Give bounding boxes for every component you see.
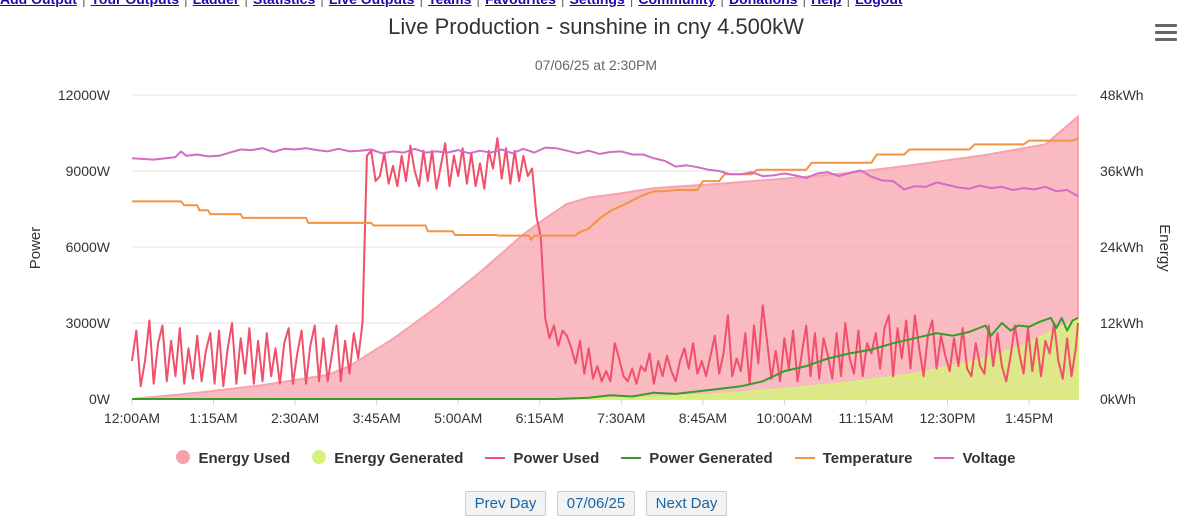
nav-link-statistics[interactable]: Statistics: [253, 0, 315, 7]
nav-link-community[interactable]: Community: [638, 0, 715, 7]
y-right-tick-label: 36kWh: [1100, 163, 1144, 179]
legend-item-energy-generated[interactable]: Energy Generated: [312, 450, 463, 467]
nav-separator: |: [802, 0, 806, 7]
nav-separator: |: [82, 0, 86, 7]
nav-link-add-output[interactable]: Add Output: [0, 0, 77, 7]
legend-label: Power Generated: [649, 450, 773, 467]
x-tick-label: 7:30AM: [597, 410, 645, 426]
series-line-power-used: [131, 137, 1079, 388]
legend-swatch: [176, 450, 191, 464]
x-tick-label: 5:00AM: [434, 410, 482, 426]
series-line-power-generated: [132, 316, 1079, 400]
chart-plot: 0W 3000W 6000W 9000W 12000W 0kWh 12kWh 24kWh 36k…: [27, 87, 1173, 426]
legend-item-power-generated[interactable]: Power Generated: [621, 450, 773, 467]
x-tick-label: 6:15AM: [516, 410, 564, 426]
nav-link-live-outputs[interactable]: Live Outputs: [329, 0, 415, 7]
y-left-tick-label: 9000W: [66, 163, 111, 179]
y-axis-right-title: Energy: [1156, 224, 1173, 272]
series-line-temperature: [132, 137, 1079, 241]
x-tick-label: 10:00AM: [756, 410, 812, 426]
hamburger-icon[interactable]: [1155, 24, 1177, 42]
series-area-energy-generated: [132, 317, 1079, 400]
date-button[interactable]: 07/06/25: [556, 491, 636, 516]
nav-link-donations[interactable]: Donations: [729, 0, 797, 7]
x-tick-label: 1:15AM: [189, 410, 237, 426]
y-right-tick-label: 48kWh: [1100, 87, 1144, 103]
y-left-tick-label: 3000W: [66, 315, 111, 331]
y-axis-left-title: Power: [27, 227, 44, 270]
next-day-button[interactable]: Next Day: [645, 491, 728, 516]
x-tick-label: 12:30PM: [919, 410, 975, 426]
x-tick-label: 3:45AM: [353, 410, 401, 426]
legend-swatch: [485, 457, 506, 459]
nav-separator: |: [476, 0, 480, 7]
nav-link-help[interactable]: Help: [811, 0, 841, 7]
legend-swatch: [312, 450, 327, 464]
nav-separator: |: [184, 0, 188, 7]
series-line-voltage: [131, 146, 1079, 198]
legend-label: Voltage: [962, 450, 1016, 467]
nav-link-favourites[interactable]: Favourites: [485, 0, 556, 7]
y-right-tick-label: 12kWh: [1100, 315, 1144, 331]
nav-separator: |: [720, 0, 724, 7]
top-nav: Add Output | Your Outputs | Ladder | Statistic…: [0, 0, 903, 7]
nav-separator: |: [320, 0, 324, 7]
legend-item-power-used[interactable]: Power Used: [485, 450, 599, 467]
day-navigation: Prev Day 07/06/25 Next Day: [0, 491, 1192, 516]
legend-label: Energy Generated: [334, 450, 464, 467]
legend-swatch: [621, 457, 642, 459]
x-tick-label: 8:45AM: [679, 410, 727, 426]
nav-separator: |: [846, 0, 850, 7]
y-left-tick-label: 12000W: [58, 87, 111, 103]
legend-item-voltage[interactable]: Voltage: [934, 450, 1016, 467]
nav-link-your-outputs[interactable]: Your Outputs: [91, 0, 179, 7]
chart-legend: Energy Used Energy Generated Power Used Pow…: [0, 450, 1192, 467]
chart-title: Live Production - sunshine in cny 4.500k…: [388, 14, 804, 39]
legend-item-temperature[interactable]: Temperature: [794, 450, 913, 467]
x-tick-label: 11:15AM: [838, 410, 893, 426]
x-tick-label: 1:45PM: [1005, 410, 1053, 426]
y-right-tick-label: 0kWh: [1100, 391, 1136, 407]
nav-link-teams[interactable]: Teams: [428, 0, 471, 7]
nav-separator: |: [630, 0, 634, 7]
x-tick-label: 2:30AM: [271, 410, 319, 426]
nav-separator: |: [244, 0, 248, 7]
prev-day-button[interactable]: Prev Day: [464, 491, 547, 516]
y-left-tick-label: 0W: [89, 391, 111, 407]
legend-swatch: [934, 457, 955, 459]
legend-label: Power Used: [513, 450, 600, 467]
chart-subtitle: 07/06/25 at 2:30PM: [534, 57, 658, 73]
legend-item-energy-used[interactable]: Energy Used: [176, 450, 290, 467]
legend-label: Temperature: [822, 450, 913, 467]
nav-separator: |: [561, 0, 565, 7]
nav-link-ladder[interactable]: Ladder: [193, 0, 240, 7]
y-left-tick-label: 6000W: [66, 239, 111, 255]
y-right-tick-label: 24kWh: [1100, 239, 1144, 255]
x-tick-label: 12:00AM: [104, 410, 160, 426]
legend-label: Energy Used: [198, 450, 291, 467]
nav-separator: |: [419, 0, 423, 7]
nav-link-settings[interactable]: Settings: [570, 0, 625, 7]
legend-swatch: [794, 457, 815, 459]
nav-link-logout[interactable]: Logout: [855, 0, 902, 7]
